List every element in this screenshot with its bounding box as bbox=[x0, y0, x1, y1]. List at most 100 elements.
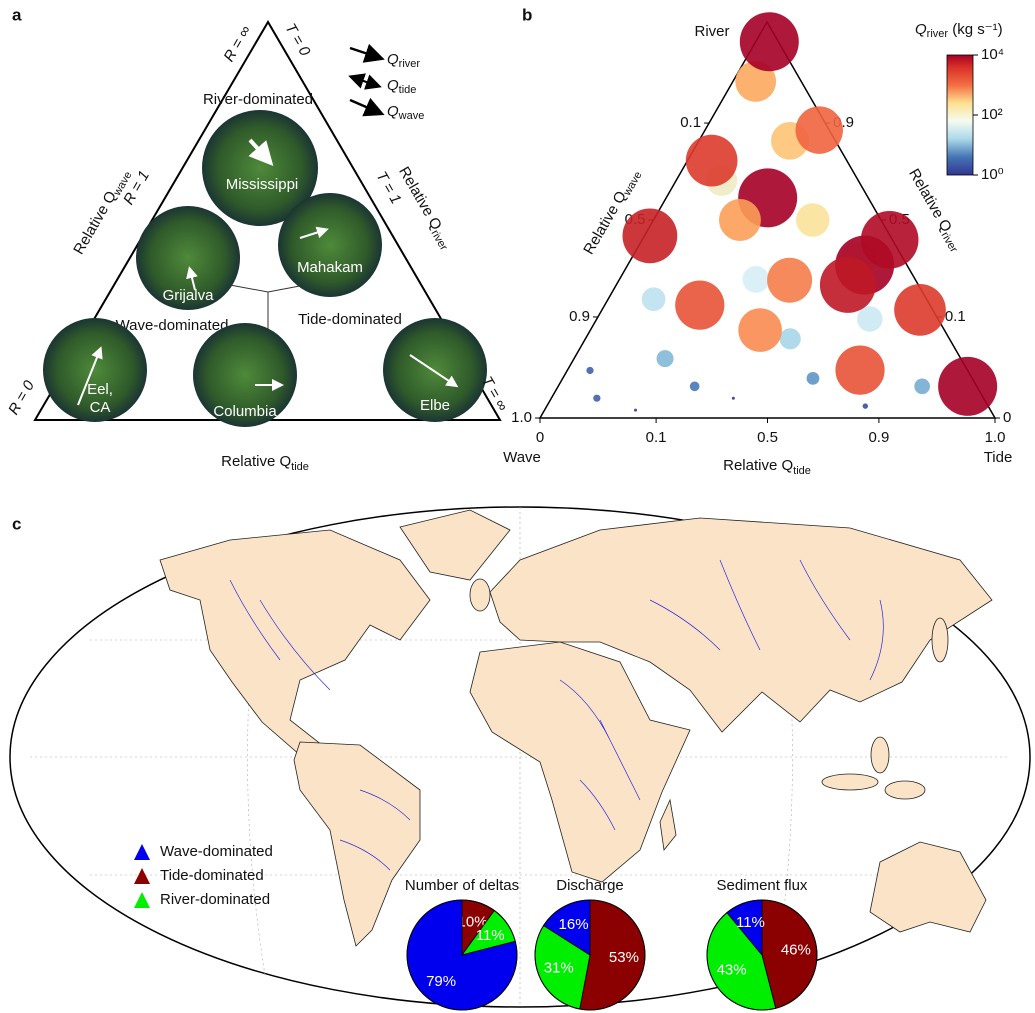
delta-point bbox=[894, 284, 946, 336]
edge-label: R = 0 bbox=[5, 377, 38, 417]
delta-point bbox=[642, 287, 666, 311]
pie-title: Sediment flux bbox=[717, 877, 808, 894]
delta-point bbox=[743, 266, 770, 293]
delta-point bbox=[857, 306, 882, 331]
legend-sub: river bbox=[399, 58, 421, 70]
axis-label: Relative Qtide bbox=[221, 453, 309, 473]
colorbar bbox=[947, 55, 973, 175]
tick-label: 1.0 bbox=[511, 409, 532, 426]
tick-label: 0.5 bbox=[757, 429, 778, 446]
cbar-sub: river bbox=[927, 28, 949, 40]
colorbar-tick-label: 10² bbox=[981, 106, 1003, 123]
delta-point bbox=[796, 106, 843, 153]
axis-label-sub: river bbox=[939, 230, 960, 255]
delta-point bbox=[807, 372, 820, 385]
region-label: River-dominated bbox=[203, 91, 313, 108]
cbar-unit: (kg s⁻¹) bbox=[948, 21, 1003, 38]
boundary bbox=[230, 285, 305, 292]
delta-point bbox=[740, 12, 799, 71]
legend-label: River-dominated bbox=[160, 891, 270, 908]
delta-point bbox=[738, 308, 782, 352]
panel-b: b River Wave Tide Relative Qwave Relativ… bbox=[503, 5, 1012, 476]
axis-label-sub: river bbox=[429, 228, 450, 253]
axis-label: Relative Qwave bbox=[70, 166, 134, 258]
delta-name: Elbe bbox=[420, 397, 450, 414]
region-label: Tide-dominated bbox=[298, 311, 402, 328]
pie-label: 79% bbox=[426, 973, 456, 990]
pie-label: 11% bbox=[736, 914, 765, 931]
legend-label: Tide-dominated bbox=[160, 867, 264, 884]
delta-point bbox=[914, 378, 930, 394]
delta-point bbox=[690, 381, 700, 391]
panel-label: c bbox=[12, 514, 21, 533]
tick-label: 0 bbox=[536, 429, 544, 446]
arrow-legend bbox=[350, 48, 380, 113]
region-label: Wave-dominated bbox=[116, 317, 229, 334]
colorbar-title: Qriver (kg s⁻¹) bbox=[915, 21, 1003, 40]
legend-main: Q bbox=[387, 103, 399, 120]
pie-title: Number of deltas bbox=[405, 877, 519, 894]
delta-name: Columbia bbox=[213, 403, 277, 420]
tick-label: 0.1 bbox=[680, 114, 701, 131]
legend-main: Q bbox=[387, 77, 399, 94]
delta-name: CA bbox=[90, 399, 111, 416]
axis-label-main: Relative Q bbox=[723, 457, 793, 474]
corner-label: Wave bbox=[503, 449, 541, 466]
tick-label: 0.1 bbox=[646, 429, 667, 446]
delta-name: Mahakam bbox=[297, 259, 363, 276]
axis-label-sub: tide bbox=[793, 465, 811, 477]
pie-label: 16% bbox=[559, 916, 589, 933]
axis-label-main: Relative Q bbox=[70, 188, 120, 257]
delta-point bbox=[657, 350, 674, 367]
arrow-legend-label: Qriver bbox=[387, 51, 420, 70]
delta-point bbox=[593, 395, 600, 402]
tick-label: 0.1 bbox=[945, 308, 966, 325]
delta-point bbox=[938, 357, 997, 416]
edge-label: T = ∞ bbox=[478, 373, 511, 414]
pie-title: Discharge bbox=[556, 877, 624, 894]
colorbar-tick-label: 10⁴ bbox=[981, 46, 1004, 63]
panel-a: a River-dominated Wave-dominated Tide-do… bbox=[5, 5, 511, 472]
axis-label-sub: wave bbox=[621, 170, 645, 199]
delta-point bbox=[586, 367, 593, 374]
arrow-legend-label: Qwave bbox=[387, 103, 424, 122]
pie-label: 43% bbox=[717, 961, 747, 978]
delta-name: Mississippi bbox=[226, 176, 299, 193]
edge-label: R = ∞ bbox=[221, 22, 255, 64]
delta-point bbox=[686, 135, 738, 187]
delta-point bbox=[861, 211, 919, 269]
legend-sub: wave bbox=[398, 110, 425, 122]
delta-name: Eel, bbox=[87, 381, 113, 398]
pie-label: 53% bbox=[609, 949, 639, 966]
arrow-legend-label: Qtide bbox=[387, 77, 416, 96]
delta-point bbox=[820, 257, 876, 313]
pie-label: 46% bbox=[781, 942, 811, 959]
delta-point bbox=[767, 258, 812, 303]
legend-label: Wave-dominated bbox=[160, 843, 273, 860]
delta-point bbox=[675, 281, 724, 330]
colorbar-tick-label: 10⁰ bbox=[981, 166, 1004, 183]
cbar-main: Q bbox=[915, 21, 927, 38]
pie-label: 11% bbox=[476, 927, 505, 944]
panel-label: a bbox=[12, 5, 22, 24]
corner-label: River bbox=[694, 23, 729, 40]
tick-label: 0 bbox=[1003, 409, 1011, 426]
axis-label-main: Relative Q bbox=[221, 453, 291, 470]
delta-point bbox=[622, 208, 677, 263]
delta-point bbox=[835, 345, 884, 394]
axis-label-main: Relative Q bbox=[580, 188, 630, 257]
tick-label: 0.9 bbox=[569, 308, 590, 325]
legend-main: Q bbox=[387, 51, 399, 68]
delta-images bbox=[43, 110, 487, 427]
panel-c: c Wave-dominated Tide-dominated River-domi… bbox=[10, 507, 1030, 1010]
world-map bbox=[10, 507, 1030, 1007]
panel-label: b bbox=[522, 5, 532, 24]
axis-label: Relative Qriver bbox=[394, 164, 456, 253]
axis-label: Relative Qtide bbox=[723, 457, 811, 477]
pie-label: 31% bbox=[544, 960, 574, 977]
figure: a River-dominated Wave-dominated Tide-do… bbox=[0, 0, 1035, 1013]
delta-point bbox=[634, 409, 637, 412]
tick-label: 0.9 bbox=[868, 429, 889, 446]
tick-label: 1.0 bbox=[985, 429, 1006, 446]
delta-name: Grijalva bbox=[163, 287, 215, 304]
